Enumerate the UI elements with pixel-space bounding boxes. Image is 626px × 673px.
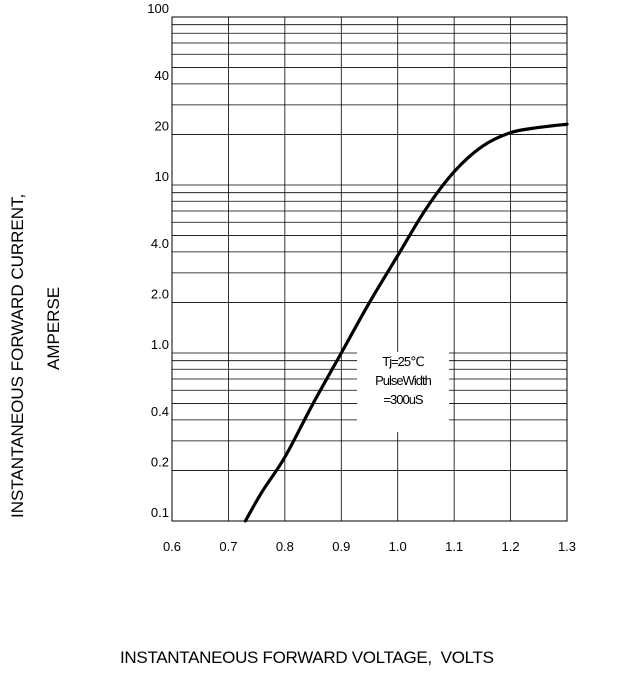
y-tick-label: 2.0: [151, 286, 169, 301]
x-tick-label: 0.6: [163, 539, 181, 554]
annotation-line-1: Tj=25℃: [382, 354, 424, 369]
annotation-line-2: PulseWidth: [375, 373, 432, 388]
y-tick-label: 40: [155, 68, 169, 83]
annotation-line-3: =300uS: [383, 392, 423, 407]
y-tick-label: 20: [155, 118, 169, 133]
series-line: [243, 122, 569, 523]
x-tick-label: 0.9: [332, 539, 350, 554]
x-tick-label: 1.2: [502, 539, 520, 554]
y-tick-label: 10: [155, 169, 169, 184]
y-tick-label: 4.0: [151, 236, 169, 251]
y-tick-label: 100: [147, 1, 169, 16]
y-tick-label: 0.1: [151, 505, 169, 520]
y-tick-label: 0.2: [151, 454, 169, 469]
y-tick-label: 1.0: [151, 337, 169, 352]
x-tick-label: 0.8: [276, 539, 294, 554]
x-axis-title: INSTANTANEOUS FORWARD VOLTAGE, VOLTS: [120, 648, 494, 667]
y-tick-label: 0.4: [151, 404, 169, 419]
x-tick-label: 1.1: [445, 539, 463, 554]
chart-annotation: Tj=25℃ PulseWidth =300uS: [357, 352, 449, 432]
x-tick-label: 1.0: [389, 539, 407, 554]
x-tick-label: 1.3: [558, 539, 576, 554]
x-tick-label: 0.7: [219, 539, 237, 554]
plot-frame: [171, 16, 568, 522]
